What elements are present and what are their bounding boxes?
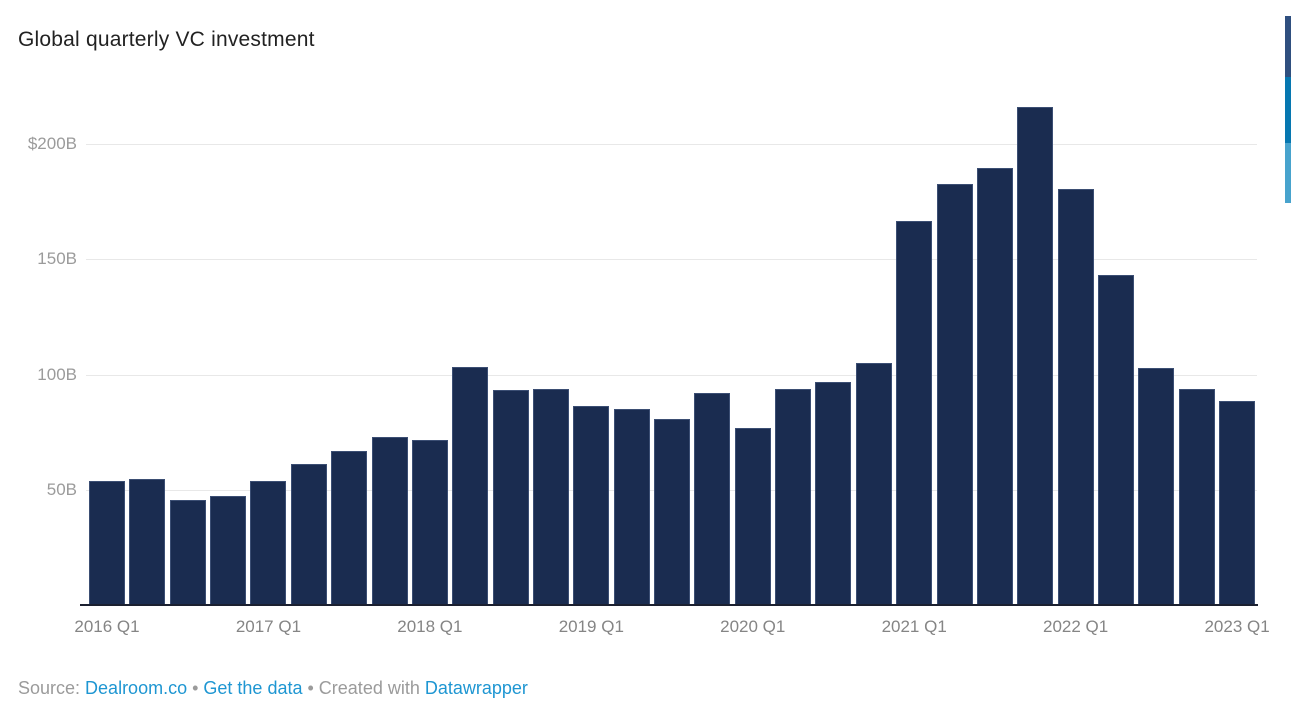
gridline-200B (86, 143, 1257, 145)
x-axis-tick-label: 2020 Q1 (720, 617, 786, 636)
source-label: Source: (18, 678, 81, 698)
bar-2020-q1[interactable] (734, 427, 771, 606)
get-the-data-link[interactable]: Get the data (203, 678, 303, 698)
bar-2020-q2[interactable] (775, 388, 812, 606)
bar-2023-q1[interactable] (1219, 401, 1256, 606)
bar-2016-q3[interactable] (169, 499, 206, 606)
bar-2016-q2[interactable] (129, 478, 166, 606)
page-title: Global quarterly VC investment (18, 28, 315, 51)
bar-2020-q3[interactable] (815, 381, 852, 606)
edge-strip-segment-navy (1285, 16, 1291, 77)
bar-2020-q4[interactable] (855, 363, 892, 606)
bar-2017-q3[interactable] (331, 451, 368, 606)
x-axis-tick-label: 2023 Q1 (1204, 617, 1270, 636)
created-with-label: Created with (318, 678, 420, 698)
edge-strip-segment-light-blue (1285, 143, 1291, 203)
y-axis-tick-label: 150B (37, 249, 77, 269)
x-axis-tick-label: 2016 Q1 (74, 617, 140, 636)
edge-strip-segment-blue (1285, 77, 1291, 143)
bar-2022-q2[interactable] (1098, 275, 1134, 606)
x-axis-tick-label: 2022 Q1 (1043, 617, 1109, 636)
gridline-150B (86, 259, 1257, 261)
x-axis-tick-label: 2017 Q1 (235, 617, 302, 636)
y-axis-tick-label: 100B (37, 364, 77, 384)
bar-2018-q4[interactable] (532, 388, 569, 606)
bullet-separator: • (192, 678, 199, 698)
y-axis-tick-label: $200B (27, 133, 77, 153)
bar-2017-q1[interactable] (250, 481, 287, 606)
bar-2017-q4[interactable] (371, 437, 408, 606)
x-axis-baseline (80, 603, 1258, 607)
bar-2018-q3[interactable] (492, 389, 529, 606)
bar-2022-q3[interactable] (1138, 367, 1175, 606)
bar-2018-q1[interactable] (411, 439, 448, 606)
bar-2018-q2[interactable] (452, 366, 489, 606)
bar-2019-q4[interactable] (694, 393, 731, 606)
bar-2019-q3[interactable] (654, 418, 691, 606)
bar-2019-q2[interactable] (613, 409, 650, 606)
x-axis-tick-label: 2018 Q1 (397, 617, 463, 636)
source-link[interactable]: Dealroom.co (85, 678, 188, 698)
bar-2019-q1[interactable] (573, 406, 610, 606)
bar-2021-q2[interactable] (936, 184, 973, 606)
chart-footer: Source: Dealroom.co • Get the data • Created … (18, 676, 533, 700)
y-axis-tick-label: 50B (46, 480, 77, 500)
x-axis-tick-label: 2019 Q1 (558, 617, 624, 636)
datawrapper-link[interactable]: Datawrapper (424, 678, 528, 698)
bar-2022-q1[interactable] (1057, 188, 1094, 606)
bar-2021-q1[interactable] (896, 221, 933, 606)
bar-2022-q4[interactable] (1178, 388, 1215, 606)
x-axis-tick-label: 2021 Q1 (881, 617, 947, 636)
bar-2017-q2[interactable] (290, 463, 327, 606)
bullet-separator: • (307, 678, 314, 698)
gridline-100B (86, 374, 1257, 376)
bar-2021-q4[interactable] (1017, 106, 1054, 606)
bar-2016-q4[interactable] (210, 496, 247, 606)
bar-2016-q1[interactable] (89, 481, 125, 606)
bar-2021-q3[interactable] (976, 167, 1013, 606)
